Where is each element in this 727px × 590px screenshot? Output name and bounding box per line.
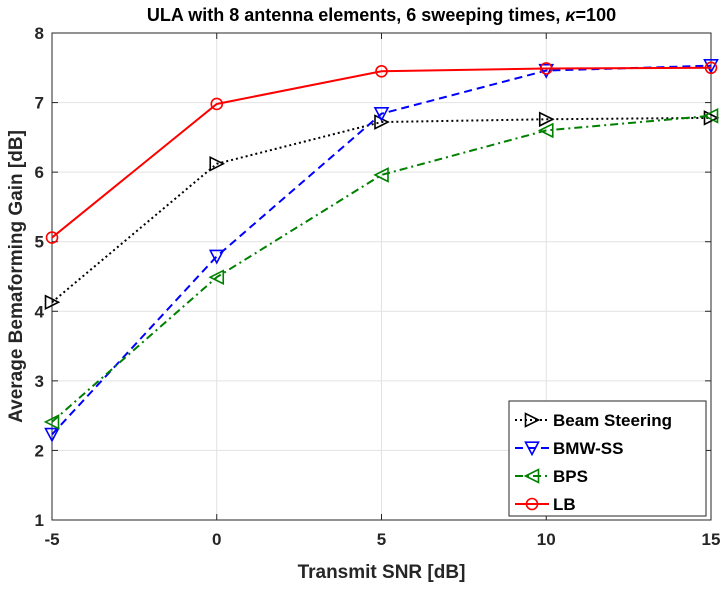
legend-marker-beam-steering	[524, 412, 541, 428]
data-point-lb	[210, 97, 224, 111]
series-lb	[45, 61, 718, 244]
legend: Beam Steering BMW-SS BPS LB	[508, 400, 707, 517]
data-series	[43, 59, 720, 443]
legend-label-bps: BPS	[553, 467, 588, 486]
axis-ticks: -5 0 5 10 15 1 2 3 4 5 6 7 8	[35, 24, 721, 549]
data-point-bps	[208, 269, 225, 285]
data-point-bps	[373, 167, 389, 183]
data-point-beam-steering	[209, 155, 226, 172]
chart-title-main: ULA with 8 antenna elements, 6 sweeping …	[147, 5, 565, 25]
data-point-bmw-ss	[538, 63, 555, 79]
chart-title: ULA with 8 antenna elements, 6 sweeping …	[147, 5, 616, 25]
series-line-lb	[51, 66, 712, 239]
legend-label-beam-steering: Beam Steering	[553, 411, 672, 430]
x-tick-label: 5	[377, 530, 386, 549]
y-axis-label: Average Bemaforming Gain [dB]	[6, 130, 27, 423]
x-tick-label: 15	[702, 530, 721, 549]
y-tick-label: 5	[35, 233, 44, 252]
x-tick-label: 0	[212, 530, 221, 549]
series-bps	[43, 107, 719, 430]
data-point-lb	[375, 64, 388, 78]
x-tick-label: -5	[44, 530, 59, 549]
data-point-bmw-ss	[703, 59, 719, 74]
data-point-bps	[537, 122, 554, 139]
data-point-bmw-ss	[44, 427, 60, 443]
data-point-beam-steering	[703, 110, 720, 126]
series-beam-steering	[44, 110, 720, 311]
chart-title-suffix: =100	[576, 5, 617, 25]
y-tick-label: 3	[35, 372, 44, 391]
data-point-bps	[43, 414, 60, 430]
legend-label-lb: LB	[553, 495, 576, 514]
y-tick-label: 7	[35, 94, 44, 113]
legend-label-bmw-ss: BMW-SS	[553, 439, 623, 458]
data-point-bps	[702, 107, 719, 124]
data-point-bmw-ss	[208, 249, 225, 265]
data-point-bmw-ss	[373, 107, 390, 122]
y-tick-label: 8	[35, 24, 44, 43]
series-line-beam-steering	[51, 116, 712, 304]
data-point-lb	[539, 62, 553, 75]
series-bmw-ss	[44, 59, 719, 443]
series-line-bps	[51, 114, 712, 423]
x-tick-label: 10	[537, 530, 556, 549]
legend-marker-bmw-ss	[524, 441, 540, 457]
legend-marker-lb	[525, 497, 539, 511]
y-tick-label: 1	[35, 511, 44, 530]
data-point-beam-steering	[44, 294, 61, 311]
legend-marker-bps	[523, 468, 540, 484]
chart-title-kappa-symbol: κ	[565, 5, 576, 25]
data-point-lb	[45, 231, 59, 244]
series-line-bmw-ss	[51, 64, 712, 436]
x-axis-label: Transmit SNR [dB]	[298, 562, 466, 583]
y-tick-label: 2	[35, 441, 44, 460]
y-tick-label: 6	[35, 163, 44, 182]
y-tick-label: 4	[35, 302, 45, 321]
data-point-lb	[704, 61, 718, 75]
data-point-beam-steering	[538, 111, 555, 128]
